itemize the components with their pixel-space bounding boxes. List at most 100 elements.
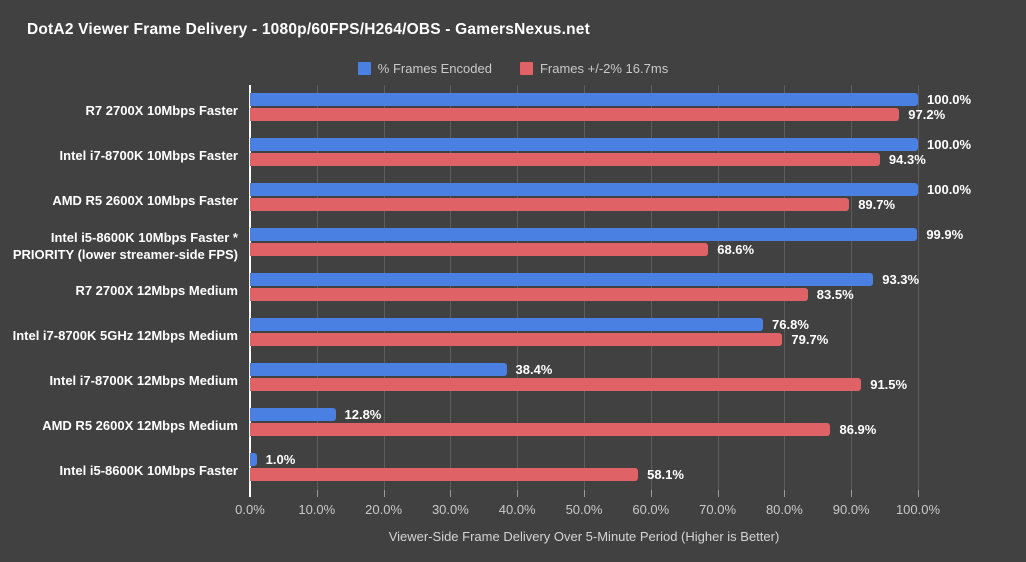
bar-value-label: 76.8% (772, 317, 809, 332)
chart-title: DotA2 Viewer Frame Delivery - 1080p/60FP… (27, 21, 590, 38)
bar-row: 100.0% (250, 137, 971, 152)
bar-delivered (250, 333, 783, 346)
x-tick-mark (918, 490, 919, 497)
x-tick-mark (851, 490, 853, 497)
row-group: R7 2700X 12Mbps Medium 93.3% 83.5% (0, 265, 1026, 310)
gridline (517, 85, 519, 490)
bar-row: 86.9% (250, 422, 918, 437)
bar-value-label: 91.5% (870, 377, 908, 392)
bar-encoded (250, 138, 918, 151)
x-tick-mark (383, 490, 385, 497)
bar-delivered (250, 108, 900, 121)
x-tick-label: 70.0% (699, 502, 737, 517)
x-tick-label: 30.0% (431, 502, 469, 517)
gridline (316, 85, 318, 490)
bar-encoded (250, 318, 764, 331)
bar-value-label: 97.2% (908, 107, 946, 122)
bar-value-label: 99.9% (926, 227, 964, 242)
x-tick-mark (717, 490, 719, 497)
bars-area: 99.9% 68.6% (250, 227, 963, 265)
bars-area: 1.0% 58.1% (250, 452, 918, 490)
bar-delivered (250, 423, 831, 436)
x-tick-mark (650, 490, 652, 497)
bar-row: 76.8% (250, 317, 918, 332)
x-tick-label: 100.0% (895, 502, 941, 517)
bar-row: 91.5% (250, 377, 918, 392)
bar-value-label: 38.4% (515, 362, 553, 377)
bar-row: 97.2% (250, 107, 945, 122)
bar-delivered (250, 198, 850, 211)
bar-row: 94.3% (250, 152, 926, 167)
bars-area: 100.0% 89.7% (250, 182, 971, 220)
x-axis: 0.0% 10.0% 20.0% 30.0% 40.0% 50.0% 60.0% 70.0% 8… (235, 490, 940, 520)
encoded-swatch-icon (357, 62, 371, 75)
bar-value-label: 100.0% (927, 92, 972, 107)
x-tick-label: 80.0% (765, 502, 803, 517)
bar-value-label: 58.1% (647, 467, 684, 482)
x-tick-mark (450, 490, 452, 497)
baseline (249, 85, 251, 490)
category-label: Intel i7-8700K 10Mbps Faster (59, 148, 238, 164)
bar-encoded (250, 453, 257, 466)
bar-value-label: 93.3% (882, 272, 920, 287)
bar-encoded (250, 408, 336, 421)
bar-delivered (250, 153, 880, 166)
row-group: Intel i7-8700K 12Mbps Medium 38.4% 91.5% (0, 355, 1026, 400)
bar-row: 58.1% (250, 467, 918, 482)
category-label: R7 2700X 10Mbps Faster (85, 103, 238, 119)
bar-row: 99.9% (250, 227, 963, 242)
bar-row: 1.0% (250, 452, 918, 467)
bar-row: 38.4% (250, 362, 918, 377)
bar-encoded (250, 273, 874, 286)
bar-value-label: 12.8% (344, 407, 382, 422)
legend: % Frames Encoded Frames +/-2% 16.7ms (0, 61, 1026, 76)
category-label: Intel i5-8600K 10Mbps Faster (59, 463, 238, 479)
x-tick-mark (784, 490, 786, 497)
legend-label: Frames +/-2% 16.7ms (539, 61, 669, 76)
bar-row: 89.7% (250, 197, 918, 212)
row-group: AMD R5 2600X 10Mbps Faster 100.0% 89.7% (0, 175, 1026, 220)
row-group: Intel i5-8600K 10Mbps Faster * PRIORITY … (0, 220, 1026, 265)
x-tick-mark (517, 490, 519, 497)
bar-value-label: 100.0% (927, 137, 972, 152)
category-label: Intel i5-8600K 10Mbps Faster * PRIORITY … (12, 229, 238, 262)
row-group: Intel i7-8700K 5GHz 12Mbps Medium 76.8% 79… (0, 310, 1026, 355)
gridline (650, 85, 652, 490)
delivered-swatch-icon (519, 62, 533, 75)
bar-row: 100.0% (250, 92, 971, 107)
x-axis-title: Viewer-Side Frame Delivery Over 5-Minute… (388, 529, 780, 544)
x-tick-label: 10.0% (298, 502, 336, 517)
bar-encoded (250, 93, 918, 106)
bar-row: 83.5% (250, 287, 918, 302)
category-label: R7 2700X 12Mbps Medium (75, 283, 238, 299)
x-tick-label: 20.0% (365, 502, 403, 517)
bar-delivered (250, 288, 808, 301)
bars-area: 12.8% 86.9% (250, 407, 918, 445)
gridline (784, 85, 786, 490)
row-group: R7 2700X 10Mbps Faster 100.0% 97.2% (0, 85, 1026, 130)
x-tick-label: 0.0% (235, 502, 265, 517)
bars-area: 38.4% 91.5% (250, 362, 918, 400)
bar-delivered (250, 468, 639, 481)
bar-row: 12.8% (250, 407, 918, 422)
bar-value-label: 68.6% (717, 242, 755, 257)
gridline (918, 85, 919, 490)
bar-value-label: 89.7% (858, 197, 896, 212)
gridline (383, 85, 385, 490)
bar-value-label: 79.7% (791, 332, 829, 347)
bar-row: 100.0% (250, 182, 971, 197)
x-tick-mark (584, 490, 585, 497)
bars-area: 76.8% 79.7% (250, 317, 918, 355)
bar-rows: R7 2700X 10Mbps Faster 100.0% 97.2% Intel i… (0, 85, 1026, 490)
x-tick-mark (249, 490, 251, 497)
bars-area: 100.0% 97.2% (250, 92, 971, 130)
x-tick-label: 90.0% (832, 502, 870, 517)
bar-value-label: 94.3% (888, 152, 926, 167)
category-label: AMD R5 2600X 10Mbps Faster (52, 193, 238, 209)
bar-row: 93.3% (250, 272, 920, 287)
bar-delivered (250, 378, 862, 391)
bar-row: 79.7% (250, 332, 918, 347)
row-group: AMD R5 2600X 12Mbps Medium 12.8% 86.9% (0, 400, 1026, 445)
x-tick-label: 50.0% (565, 502, 603, 517)
